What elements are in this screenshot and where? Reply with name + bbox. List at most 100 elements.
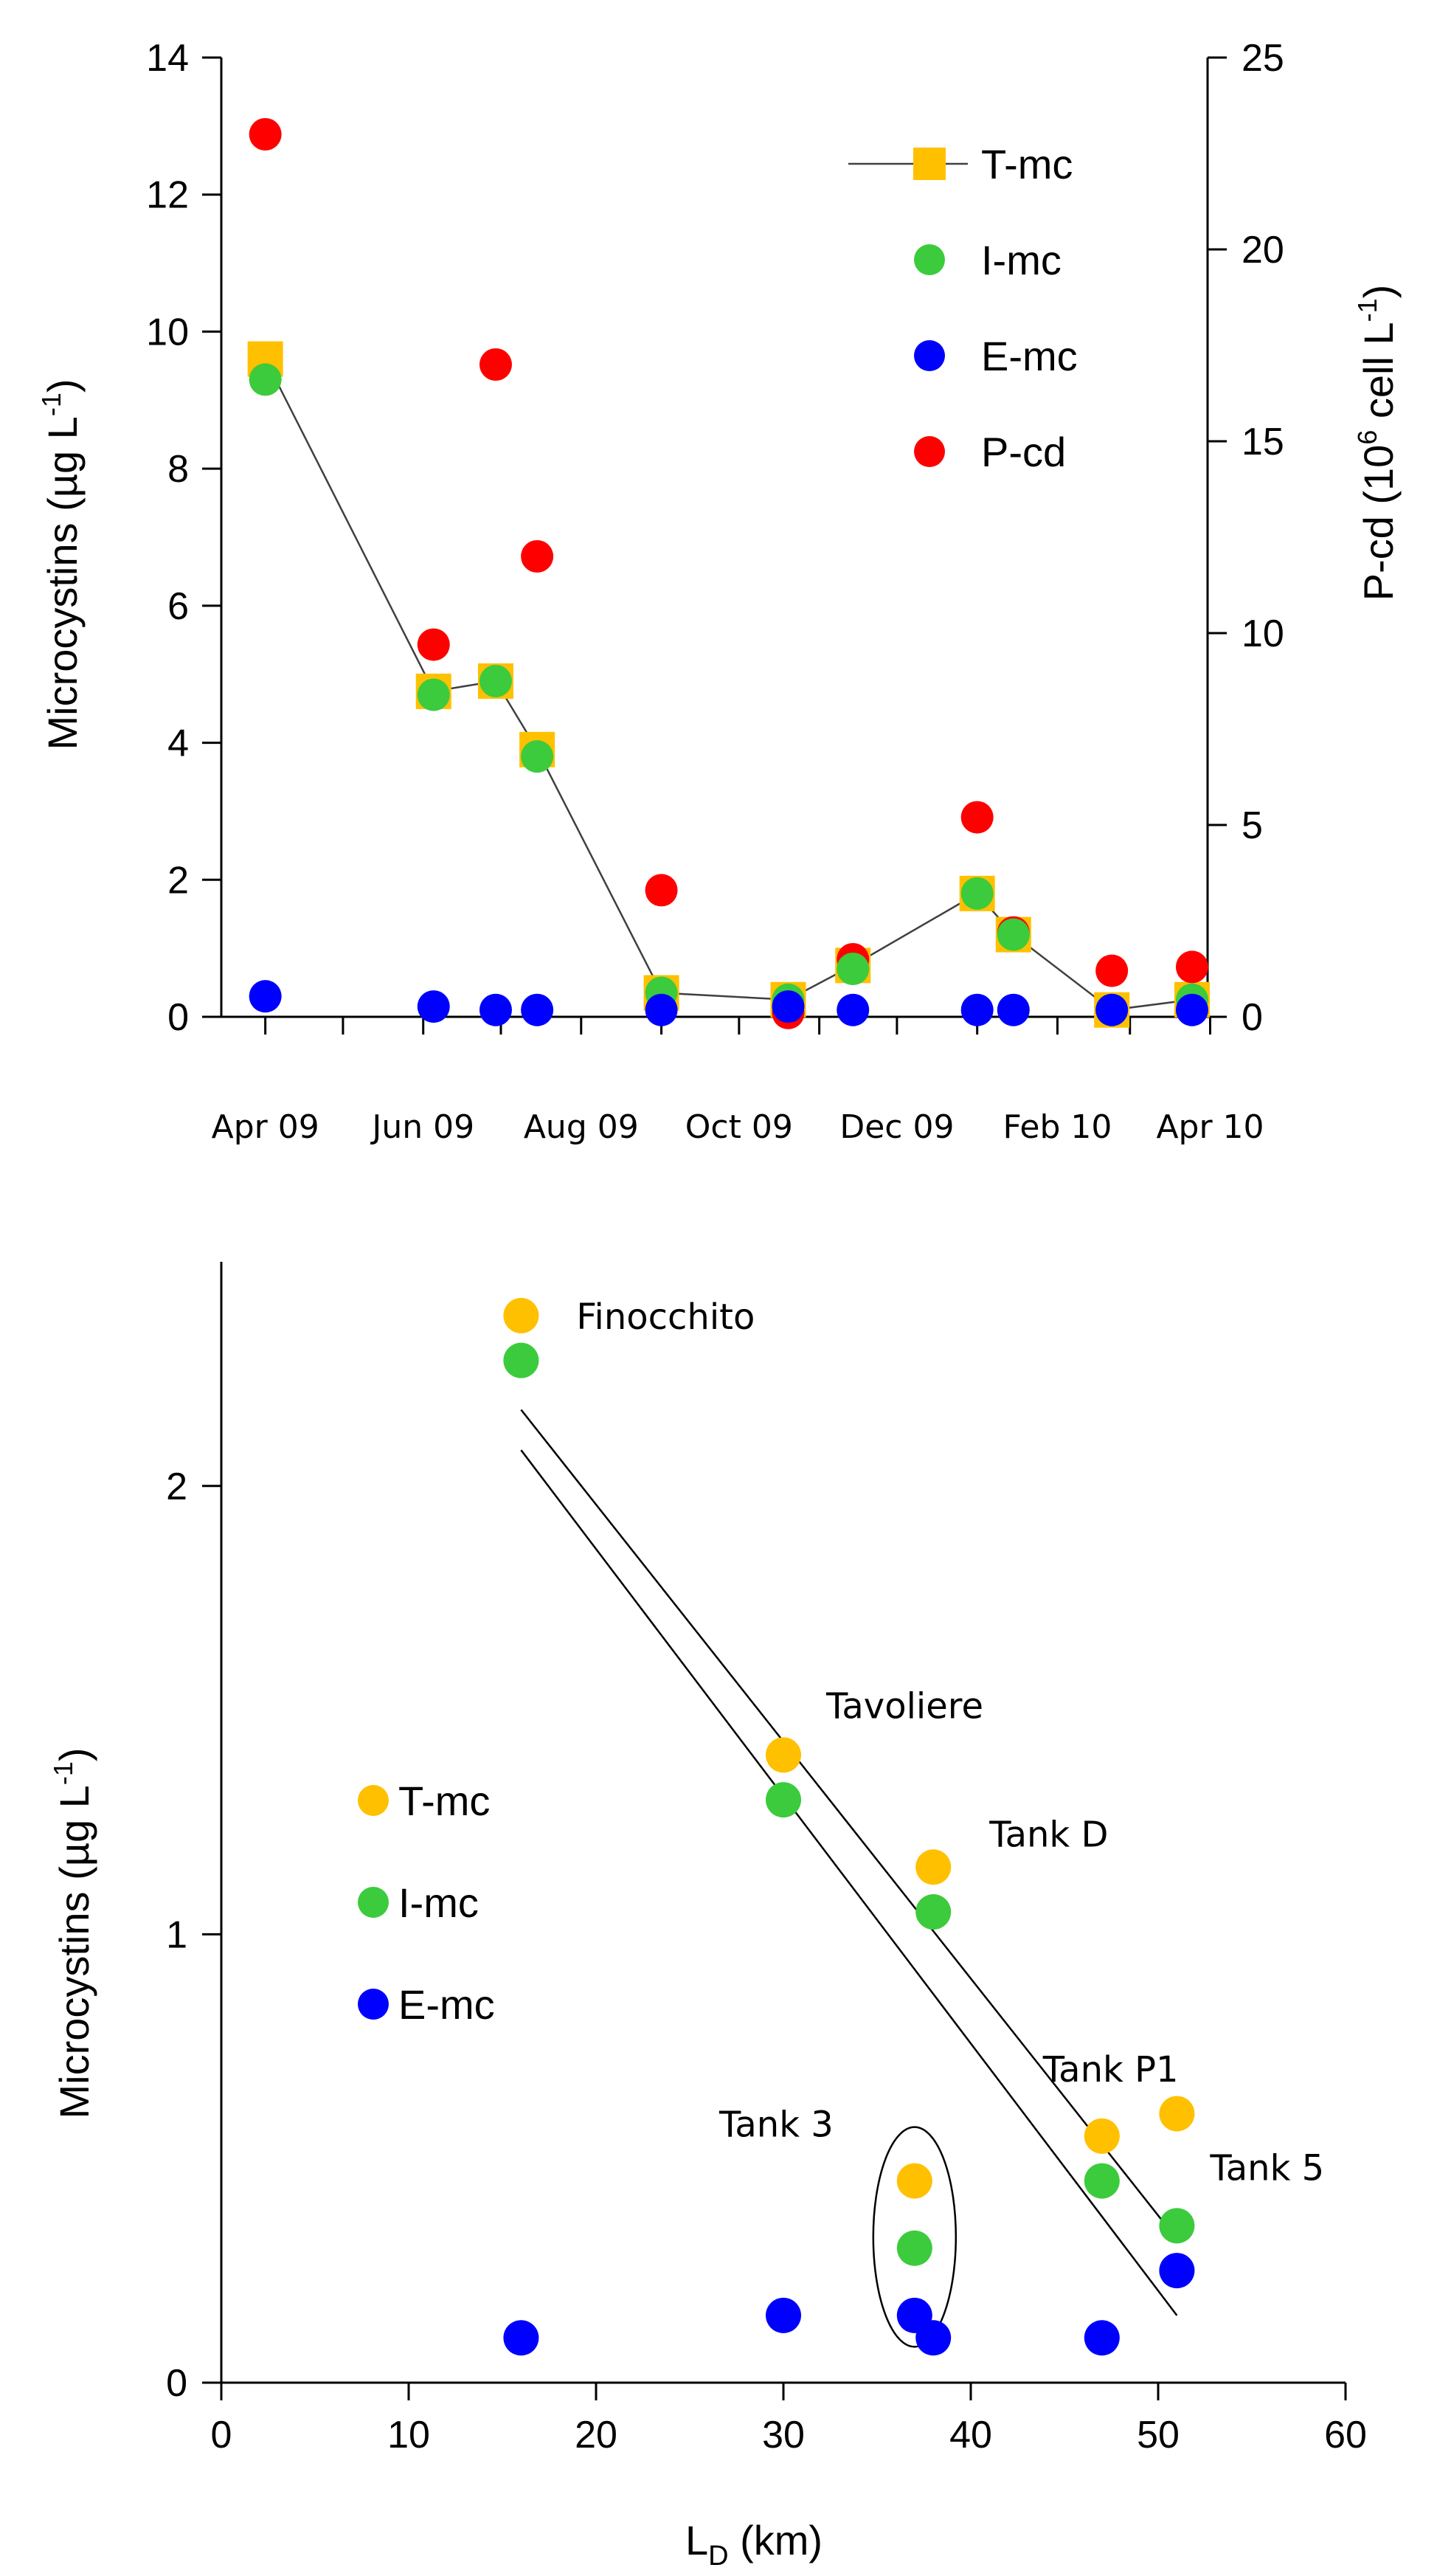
point-e-mc bbox=[837, 993, 870, 1026]
distance-y-tick-label: 2 bbox=[166, 1465, 187, 1508]
point-t-mc bbox=[766, 1737, 801, 1773]
x-tick-label: Apr 10 bbox=[1156, 1108, 1264, 1146]
site-label: Tavoliere bbox=[825, 1685, 983, 1727]
x-tick-label: Feb 10 bbox=[1003, 1108, 1112, 1146]
x-tick-label: Apr 09 bbox=[212, 1108, 319, 1146]
site-label: Finocchito bbox=[576, 1296, 755, 1338]
point-e-mc bbox=[479, 993, 512, 1026]
point-e-mc bbox=[503, 2320, 539, 2356]
left-y-tick-label: 14 bbox=[146, 37, 189, 80]
legend-marker-t-mc bbox=[913, 148, 946, 180]
distance-x-axis-title: LD (km) bbox=[685, 2517, 823, 2572]
point-e-mc bbox=[772, 990, 805, 1023]
point-e-mc bbox=[1175, 993, 1208, 1026]
left-y-tick-label: 4 bbox=[167, 722, 189, 765]
point-t-mc bbox=[1084, 2118, 1120, 2154]
point-p-cd bbox=[1095, 954, 1129, 987]
highlight-ellipse bbox=[872, 2126, 958, 2348]
trend-line bbox=[520, 1449, 1178, 2316]
point-p-cd bbox=[521, 540, 554, 573]
x-tick-label: Dec 09 bbox=[839, 1108, 954, 1146]
point-i-mc bbox=[915, 1894, 952, 1930]
left-y-tick-label: 10 bbox=[146, 311, 189, 353]
point-i-mc bbox=[1159, 2208, 1195, 2244]
right-y-tick-label: 20 bbox=[1242, 229, 1284, 272]
point-p-cd bbox=[1175, 950, 1208, 984]
point-t-mc bbox=[1159, 2096, 1195, 2132]
trend-line bbox=[520, 1409, 1178, 2240]
time-series-axes bbox=[220, 58, 1209, 1018]
point-i-mc bbox=[417, 678, 450, 711]
distance-x-tick-label: 50 bbox=[1137, 2414, 1180, 2456]
right-y-tick-label: 0 bbox=[1242, 996, 1263, 1039]
site-label: Tank 3 bbox=[718, 2104, 834, 2146]
legend-label-t-mc: T-mc bbox=[981, 141, 1073, 187]
legend-label-e-mc: E-mc bbox=[398, 1981, 495, 2028]
right-y-tick-label: 15 bbox=[1242, 421, 1284, 463]
distance-trend-lines bbox=[520, 1409, 1178, 2316]
right-y-axis-title: P-cd (106 cell L-1) bbox=[1352, 285, 1402, 601]
time-series-marks bbox=[247, 118, 1210, 1029]
point-e-mc bbox=[915, 2320, 952, 2356]
distance-y-axis-title: Microcystins (µg L-1) bbox=[48, 1747, 97, 2119]
distance-y-tick-label: 1 bbox=[166, 1913, 187, 1956]
distance-x-tick-label: 10 bbox=[387, 2414, 430, 2456]
point-i-mc bbox=[1084, 2163, 1120, 2199]
tank-3-highlight bbox=[872, 2126, 958, 2348]
legend-marker-i-mc bbox=[914, 244, 945, 275]
distance-x-tick-label: 40 bbox=[949, 2414, 992, 2456]
point-e-mc bbox=[645, 993, 678, 1026]
distance-x-tick-label: 20 bbox=[575, 2414, 617, 2456]
legend-label-i-mc: I-mc bbox=[981, 237, 1062, 283]
point-e-mc bbox=[1095, 993, 1129, 1026]
point-p-cd bbox=[417, 628, 450, 661]
point-t-mc bbox=[915, 1849, 952, 1885]
site-label: Tank D bbox=[988, 1814, 1108, 1855]
point-i-mc bbox=[503, 1342, 539, 1378]
distance-x-tick-label: 30 bbox=[762, 2414, 805, 2456]
time-series-legend: T-mc I-mc E-mc P-cd bbox=[848, 141, 1078, 475]
point-i-mc bbox=[896, 2230, 932, 2266]
distance-legend: T-mc I-mc E-mc bbox=[358, 1778, 495, 2028]
time-series-ticks: 0 2 4 6 8 10 12 14 0 5 10 15 20 25 Apr 09 Jun 09 Aug 09 O… bbox=[146, 37, 1284, 1146]
right-y-tick-label: 5 bbox=[1242, 804, 1263, 847]
site-label: Tank 5 bbox=[1209, 2147, 1324, 2189]
legend-marker-i-mc bbox=[358, 1887, 389, 1918]
x-tick-label: Oct 09 bbox=[685, 1108, 793, 1146]
legend-marker-t-mc bbox=[358, 1785, 389, 1816]
legend-marker-e-mc bbox=[914, 340, 945, 371]
legend-label-i-mc: I-mc bbox=[398, 1879, 479, 1926]
point-p-cd bbox=[249, 118, 282, 151]
point-e-mc bbox=[960, 993, 994, 1026]
point-i-mc bbox=[960, 877, 994, 910]
left-y-axis-title: Microcystins (µg L-1) bbox=[36, 379, 86, 750]
point-i-mc bbox=[249, 363, 282, 396]
distance-marks bbox=[503, 1297, 1195, 2356]
point-t-mc bbox=[896, 2163, 932, 2199]
point-e-mc bbox=[1159, 2253, 1195, 2289]
point-p-cd bbox=[960, 801, 994, 834]
point-i-mc bbox=[837, 953, 870, 985]
point-e-mc bbox=[1084, 2320, 1120, 2356]
left-y-tick-label: 8 bbox=[167, 448, 189, 491]
point-e-mc bbox=[521, 993, 554, 1026]
point-e-mc bbox=[417, 990, 450, 1023]
x-tick-label: Jun 09 bbox=[370, 1108, 474, 1146]
point-e-mc bbox=[997, 993, 1030, 1026]
point-i-mc bbox=[997, 918, 1030, 951]
legend-label-p-cd: P-cd bbox=[981, 429, 1066, 475]
distance-x-tick-label: 0 bbox=[211, 2414, 232, 2456]
legend-marker-p-cd bbox=[914, 436, 945, 467]
time-series-chart: 0 2 4 6 8 10 12 14 0 5 10 15 20 25 Apr 09 Jun 09 Aug 09 O… bbox=[36, 37, 1402, 1146]
site-label: Tank P1 bbox=[1042, 2049, 1179, 2090]
distance-x-tick-label: 60 bbox=[1324, 2414, 1367, 2456]
site-labels: Finocchito Tavoliere Tank D Tank P1 Tank 5 Ta… bbox=[576, 1296, 1324, 2189]
distance-y-tick-label: 0 bbox=[166, 2362, 187, 2405]
point-p-cd bbox=[479, 348, 512, 381]
left-y-tick-label: 2 bbox=[167, 859, 189, 902]
legend-label-e-mc: E-mc bbox=[981, 333, 1078, 379]
point-t-mc bbox=[503, 1297, 539, 1333]
point-p-cd bbox=[645, 874, 678, 907]
